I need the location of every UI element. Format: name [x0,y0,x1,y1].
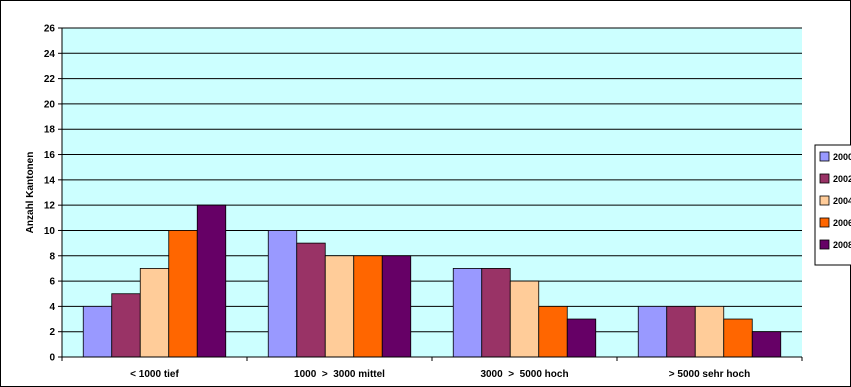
y-axis-label: Anzahl Kantonen [25,152,36,234]
bar-2006-2 [538,305,568,358]
bar-2002-3 [666,305,696,358]
y-tick-label: 2 [49,327,55,338]
bar-2006-0 [168,230,198,358]
y-tick-label: 16 [44,150,56,161]
bar-2006-3 [723,318,753,358]
legend: 2000 2002 2004 2006 2008 [814,144,851,266]
y-tick-label: 18 [44,125,56,136]
bar-2000-1 [267,230,298,358]
bar-2004-0 [139,268,170,358]
legend-swatch-2000 [819,151,830,162]
y-tick-label: 4 [49,302,55,313]
bar-2002-1 [296,242,326,358]
y-tick-label: 24 [44,49,56,60]
legend-swatch-2002 [819,173,830,184]
y-tick-label: 14 [44,175,56,186]
y-tick-label: 22 [44,74,56,85]
y-tick-label: 12 [44,201,56,212]
x-tick-label: 1000 > 3000 mittel [294,369,385,380]
legend-swatch-2006 [819,217,830,228]
bar-2004-3 [694,305,725,358]
x-axis-ticks: < 1000 tief 1000 > 3000 mittel 3000 > 5000… [61,357,803,380]
y-tick-label: 10 [44,226,56,237]
bar-2002-0 [111,293,141,358]
legend-label-2004: 2004 [833,196,851,206]
legend-label-2002: 2002 [833,174,851,184]
bar-2008-1 [381,255,412,358]
bar-2006-1 [353,255,383,358]
legend-label-2008: 2008 [833,240,851,250]
bar-2008-3 [751,331,782,358]
gridlines [62,27,802,333]
bar-2008-2 [566,318,597,358]
bar-2002-2 [481,268,511,358]
y-tick-label: 26 [44,24,56,35]
bars [82,204,782,358]
bar-2008-0 [196,204,227,358]
bar-2004-1 [324,255,355,358]
bar-2000-2 [452,268,483,358]
bar-2004-2 [509,280,540,358]
legend-label-2000: 2000 [833,152,851,162]
x-tick-label: 3000 > 5000 hoch [480,369,568,380]
bar-2000-0 [82,305,113,358]
y-tick-label: 8 [49,251,55,262]
y-tick-label: 0 [49,353,55,364]
bar-2000-3 [637,305,668,358]
legend-label-2006: 2006 [833,218,851,228]
y-tick-label: 6 [49,277,55,288]
y-tick-label: 20 [44,99,56,110]
x-tick-label: > 5000 sehr hoch [669,369,750,380]
x-tick-label: < 1000 tief [130,369,179,380]
legend-swatch-2008 [819,239,830,250]
legend-swatch-2004 [819,195,830,206]
